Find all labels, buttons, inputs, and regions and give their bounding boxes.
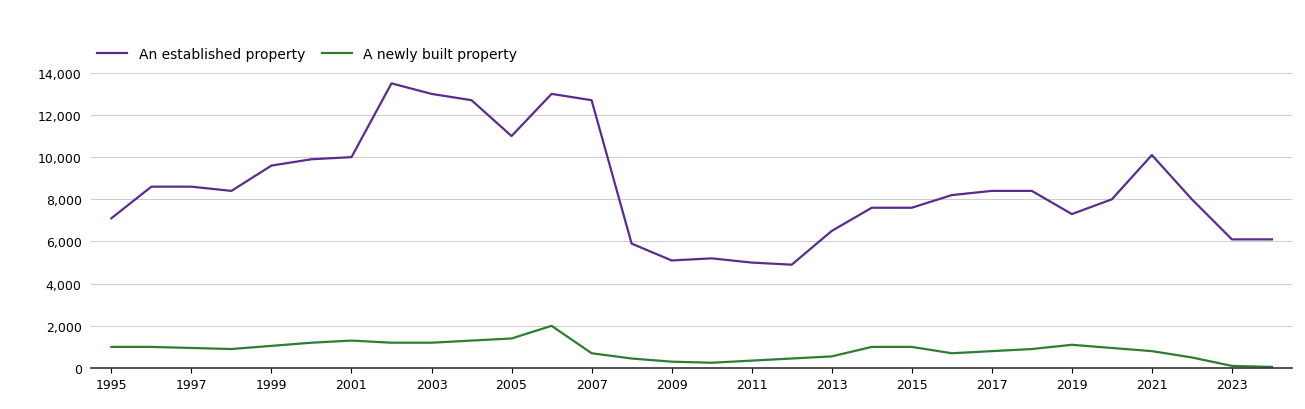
A newly built property — [184, 346, 200, 351]
Line: A newly built property: A newly built property — [111, 326, 1272, 367]
An established property — [384, 82, 399, 87]
An established property — [1144, 153, 1160, 158]
An established property — [984, 189, 1000, 194]
An established property — [144, 185, 159, 190]
An established property — [544, 92, 560, 97]
An established property — [864, 206, 880, 211]
An established property — [823, 229, 839, 234]
A newly built property — [144, 345, 159, 350]
A newly built property — [944, 351, 959, 356]
An established property — [504, 134, 519, 139]
An established property — [1184, 198, 1199, 202]
A newly built property — [1224, 364, 1240, 369]
An established property — [223, 189, 239, 194]
An established property — [583, 99, 599, 103]
A newly built property — [304, 340, 320, 345]
An established property — [624, 242, 639, 247]
A newly built property — [664, 360, 680, 364]
An established property — [1224, 237, 1240, 242]
A newly built property — [624, 356, 639, 361]
A newly built property — [744, 358, 760, 363]
A newly built property — [384, 340, 399, 345]
An established property — [304, 157, 320, 162]
A newly built property — [504, 336, 519, 341]
A newly built property — [103, 345, 119, 350]
A newly built property — [223, 347, 239, 352]
An established property — [784, 263, 800, 267]
A newly built property — [544, 324, 560, 328]
An established property — [424, 92, 440, 97]
A newly built property — [703, 360, 719, 365]
A newly built property — [1104, 346, 1120, 351]
Legend: An established property, A newly built property: An established property, A newly built p… — [91, 43, 523, 68]
An established property — [103, 216, 119, 221]
A newly built property — [1184, 355, 1199, 360]
An established property — [944, 193, 959, 198]
An established property — [463, 99, 479, 103]
A newly built property — [1144, 349, 1160, 354]
An established property — [664, 258, 680, 263]
An established property — [1104, 198, 1120, 202]
A newly built property — [424, 340, 440, 345]
A newly built property — [343, 338, 359, 343]
An established property — [904, 206, 920, 211]
A newly built property — [1265, 364, 1280, 369]
A newly built property — [583, 351, 599, 356]
An established property — [343, 155, 359, 160]
An established property — [1265, 237, 1280, 242]
An established property — [1064, 212, 1079, 217]
An established property — [703, 256, 719, 261]
An established property — [264, 164, 279, 169]
An established property — [744, 261, 760, 265]
An established property — [1024, 189, 1040, 194]
A newly built property — [1064, 342, 1079, 347]
A newly built property — [784, 356, 800, 361]
A newly built property — [904, 345, 920, 350]
Line: An established property: An established property — [111, 84, 1272, 265]
A newly built property — [823, 354, 839, 359]
A newly built property — [984, 349, 1000, 354]
A newly built property — [864, 345, 880, 350]
A newly built property — [264, 344, 279, 348]
A newly built property — [1024, 347, 1040, 352]
An established property — [184, 185, 200, 190]
A newly built property — [463, 338, 479, 343]
